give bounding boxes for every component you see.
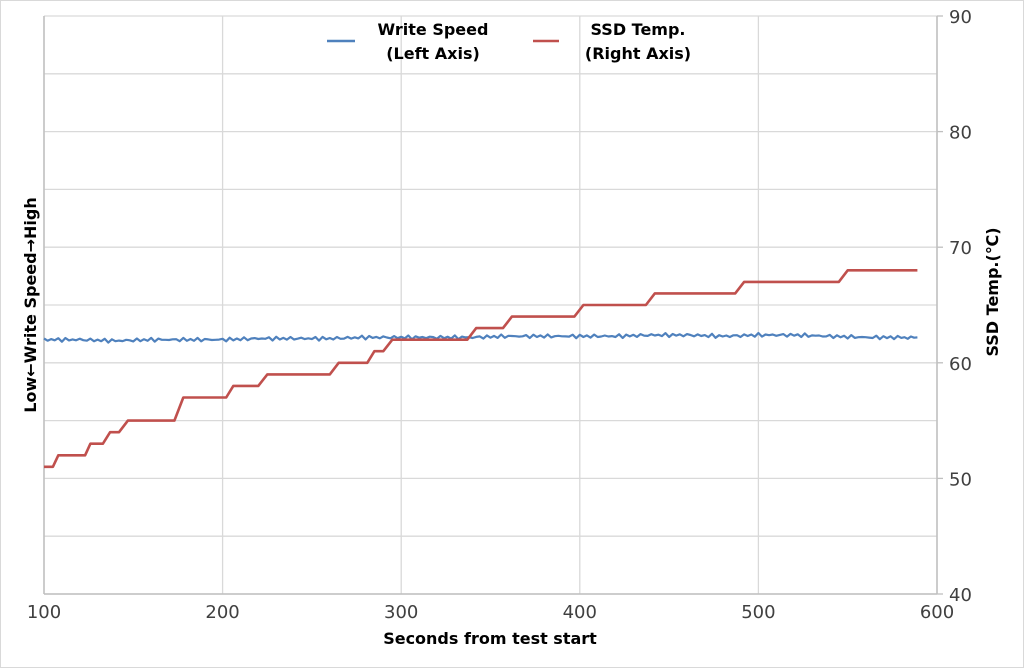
write-speed-line — [43, 331, 918, 344]
y-right-tick-label: 40 — [949, 585, 972, 606]
x-tick-label: 600 — [920, 602, 954, 623]
y-right-tick-label: 70 — [949, 238, 972, 259]
legend-ssd-temp-label: SSD Temp. — [590, 20, 685, 39]
axes: 40 50 60 70 80 90 100 200 300 400 500 600 — [27, 7, 972, 623]
x-tick-label: 400 — [563, 602, 597, 623]
y-right-tick-label: 50 — [949, 469, 972, 490]
x-tick-label: 200 — [205, 602, 239, 623]
x-tick-label: 500 — [741, 602, 775, 623]
series-layer — [43, 268, 918, 469]
legend-ssd-temp-sub: (Right Axis) — [585, 44, 691, 63]
x-axis-title: Seconds from test start — [383, 629, 597, 648]
y-right-tick-label: 90 — [949, 7, 972, 28]
legend-write-speed-sub: (Left Axis) — [386, 44, 480, 63]
x-tick-label: 100 — [27, 602, 61, 623]
ssd-temp-line — [44, 268, 918, 469]
y-axis-right-title: SSD Temp.(℃) — [983, 227, 1002, 356]
x-tick-label: 300 — [384, 602, 418, 623]
y-right-tick-label: 80 — [949, 123, 972, 144]
legend: Write Speed (Left Axis) SSD Temp. (Right… — [327, 20, 691, 63]
y-axis-left-title: Low←Write Speed→High — [21, 197, 40, 412]
y-right-tick-label: 60 — [949, 354, 972, 375]
legend-write-speed-label: Write Speed — [378, 20, 489, 39]
gridlines — [43, 15, 938, 595]
